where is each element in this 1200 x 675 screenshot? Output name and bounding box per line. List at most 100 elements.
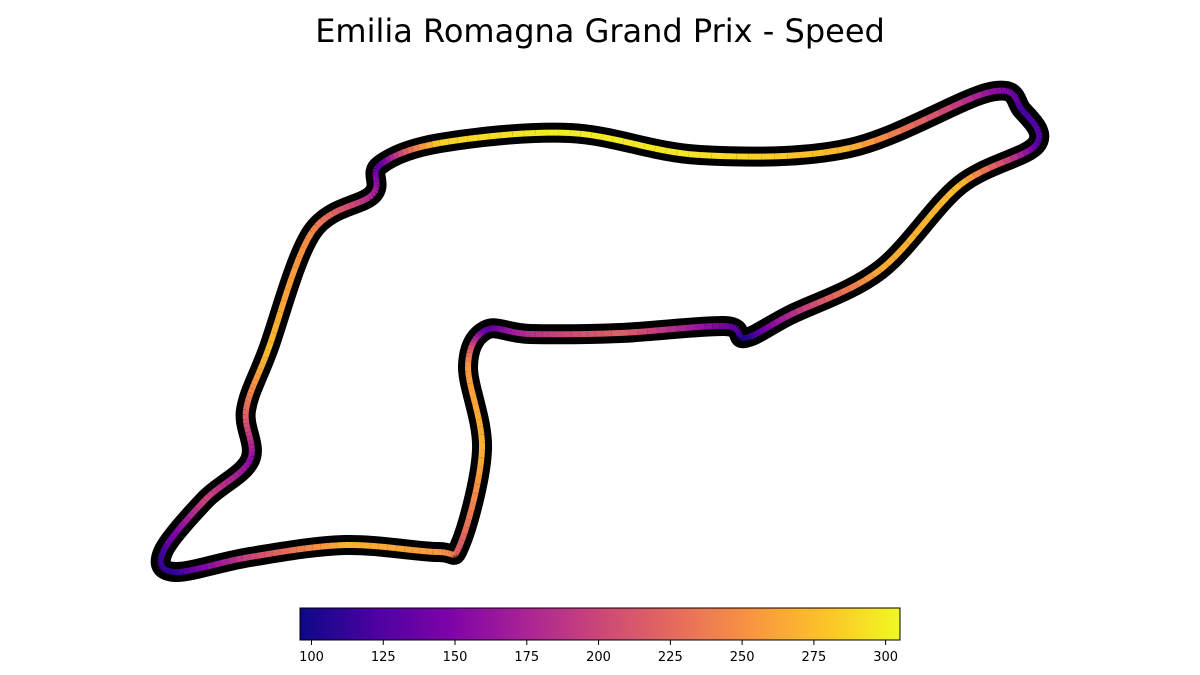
speed-segment <box>500 131 513 139</box>
speed-segment <box>794 306 804 315</box>
speed-segment <box>695 323 705 331</box>
speed-segment <box>162 566 168 573</box>
speed-segment <box>375 162 383 170</box>
speed-segment <box>199 497 208 507</box>
colorbar-tick-label: 125 <box>371 650 396 665</box>
speed-segment <box>373 165 381 172</box>
speed-segment <box>808 300 819 310</box>
speed-segment <box>363 194 371 203</box>
speed-segment <box>300 237 311 249</box>
speed-segment <box>801 303 811 312</box>
speed-segment <box>1026 145 1035 154</box>
speed-segment <box>271 549 281 557</box>
speed-segment <box>839 286 851 296</box>
speed-segment <box>388 153 395 162</box>
speed-segment <box>215 483 224 492</box>
speed-segment <box>488 325 492 332</box>
speed-segment <box>812 149 826 157</box>
speed-trace <box>157 87 1043 575</box>
speed-segment <box>465 356 472 362</box>
speed-segment <box>665 147 678 156</box>
speed-segment <box>304 544 314 552</box>
colorbar-tick-label: 250 <box>730 650 755 665</box>
speed-segment <box>248 444 255 449</box>
speed-segment <box>823 293 835 303</box>
speed-segment <box>900 121 916 133</box>
speed-segment <box>447 137 459 145</box>
speed-segment <box>1035 131 1043 137</box>
speed-segment <box>1016 103 1023 110</box>
speed-segment <box>938 104 953 116</box>
speed-segment <box>165 567 170 574</box>
speed-segment <box>523 129 536 137</box>
speed-segment <box>831 289 843 300</box>
speed-segment <box>259 355 269 365</box>
speed-segment <box>898 240 910 253</box>
speed-segment <box>944 188 956 200</box>
speed-segment <box>174 525 183 534</box>
speed-segment <box>343 203 351 211</box>
speed-segment <box>686 324 696 331</box>
speed-segment <box>980 165 991 175</box>
speed-segment <box>372 168 380 173</box>
speed-segment <box>369 542 380 550</box>
speed-segment <box>1030 142 1039 151</box>
speed-segment <box>633 140 646 150</box>
speed-segment <box>264 550 273 558</box>
speed-segment <box>211 487 220 496</box>
speed-segment <box>654 145 667 154</box>
speed-segment <box>477 426 485 436</box>
speed-segment <box>622 138 635 147</box>
speed-segment <box>666 325 678 333</box>
speed-segment <box>918 217 930 230</box>
speed-segment <box>905 233 917 245</box>
speed-segment <box>488 132 501 140</box>
speed-segment <box>193 565 202 573</box>
speed-segment <box>206 490 215 499</box>
speed-segment <box>475 418 484 428</box>
speed-segment <box>267 331 277 343</box>
speed-segment <box>646 327 658 335</box>
speed-segment <box>502 326 508 334</box>
speed-segment <box>463 518 472 529</box>
speed-segment <box>891 248 903 260</box>
speed-segment <box>1011 93 1018 100</box>
speed-segment <box>731 324 737 332</box>
speed-segment <box>395 545 405 553</box>
speed-segment <box>950 99 965 110</box>
speed-segment <box>752 331 758 338</box>
speed-segment <box>788 309 798 318</box>
speed-segment <box>220 558 230 566</box>
speed-segment <box>965 173 976 183</box>
speed-segment <box>459 533 467 542</box>
speed-segment <box>406 146 414 154</box>
speed-segment <box>688 151 701 158</box>
speed-segment <box>296 246 307 259</box>
colorbar: 100 125 150 175 200 225 250 275 300 <box>299 607 901 665</box>
speed-segment <box>787 152 801 159</box>
speed-segment <box>519 330 525 337</box>
speed-segment <box>457 539 465 547</box>
speed-segment <box>224 477 233 486</box>
speed-segment <box>512 130 525 138</box>
speed-segment <box>958 177 969 188</box>
speed-segment <box>755 329 762 337</box>
speed-segment <box>232 471 241 480</box>
speed-segment <box>246 391 254 399</box>
speed-segment <box>469 341 477 347</box>
speed-segment <box>736 334 743 339</box>
speed-segment <box>847 281 859 292</box>
speed-segment <box>499 326 505 333</box>
speed-segment <box>815 297 826 306</box>
speed-segment <box>328 542 338 549</box>
speed-segment <box>236 468 245 476</box>
speed-segment <box>279 547 289 556</box>
speed-segment <box>249 552 258 560</box>
speed-segment <box>1024 112 1032 120</box>
speed-segment <box>870 267 882 278</box>
speed-segment <box>160 565 167 572</box>
speed-segment <box>878 261 889 273</box>
speed-segment <box>178 520 187 530</box>
speed-segment <box>484 326 490 333</box>
speed-segment <box>396 149 404 158</box>
